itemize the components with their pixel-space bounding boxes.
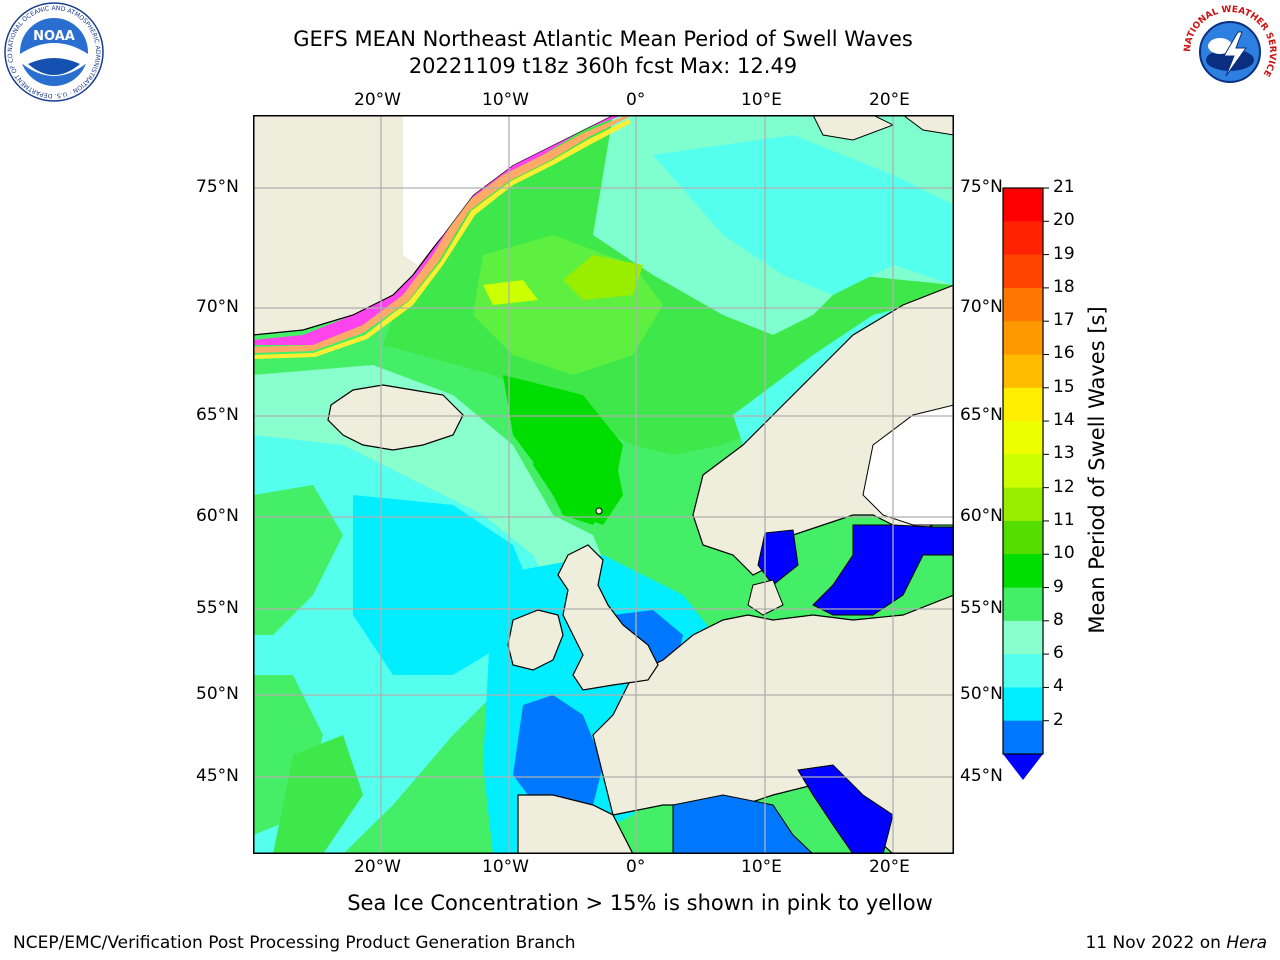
colorbar-segment <box>1003 354 1043 389</box>
colorbar-segment <box>1003 454 1043 489</box>
lon-label-top: 20°E <box>869 90 910 110</box>
colorbar-tick-label: 12 <box>1053 476 1075 497</box>
colorbar-segment <box>1003 720 1043 755</box>
colorbar-tick-label: 2 <box>1053 709 1064 730</box>
colorbar-tick-label: 14 <box>1053 410 1075 431</box>
lat-label-right: 70°N <box>960 297 1003 317</box>
colorbar-segment <box>1003 221 1043 256</box>
colorbar-tick-label: 13 <box>1053 443 1075 464</box>
lat-label-right: 60°N <box>960 506 1003 526</box>
nws-logo: NATIONAL WEATHER SERVICE <box>1182 4 1278 100</box>
lat-label-left: 75°N <box>196 177 239 197</box>
lon-label-top: 10°W <box>482 90 529 110</box>
lon-label-top: 10°E <box>741 90 782 110</box>
colorbar-tick-label: 10 <box>1053 543 1075 564</box>
colorbar-title: Mean Period of Swell Waves [s] <box>1085 306 1109 634</box>
lat-label-left: 60°N <box>196 506 239 526</box>
colorbar-segment <box>1003 654 1043 688</box>
colorbar-tick-label: 9 <box>1053 576 1064 597</box>
lon-label-bottom: 20°E <box>869 857 910 877</box>
graticule <box>253 115 954 854</box>
colorbar-tick-label: 21 <box>1053 177 1075 197</box>
lat-label-left: 65°N <box>196 405 239 425</box>
land-iceland <box>327 384 464 451</box>
lon-label-bottom: 20°W <box>354 857 401 877</box>
colorbar-segment <box>1003 554 1043 589</box>
lat-label-right: 55°N <box>960 598 1003 618</box>
sea-baltic <box>812 524 954 616</box>
colorbar-tick-label: 15 <box>1053 376 1075 397</box>
lat-label-right: 45°N <box>960 766 1003 786</box>
svg-text:NOAA: NOAA <box>33 29 75 44</box>
swell-period-map <box>253 115 954 854</box>
colorbar-segment <box>1003 520 1043 555</box>
lat-label-right: 75°N <box>960 177 1003 197</box>
lon-label-bottom: 0° <box>626 857 646 877</box>
colorbar <box>1002 187 1049 780</box>
map-title: GEFS MEAN Northeast Atlantic Mean Period… <box>293 27 913 51</box>
colorbar-segment <box>1003 254 1043 289</box>
lat-label-left: 55°N <box>196 598 239 618</box>
land-ireland <box>507 609 564 671</box>
noaa-logo: NATIONAL OCEANIC AND ATMOSPHERIC ADMINIS… <box>4 2 104 102</box>
lat-label-right: 50°N <box>960 684 1003 704</box>
colorbar-segment <box>1003 687 1043 722</box>
colorbar-segment <box>1003 387 1043 422</box>
lat-label-left: 45°N <box>196 766 239 786</box>
lat-label-left: 70°N <box>196 297 239 317</box>
colorbar-tick-label: 8 <box>1053 609 1064 630</box>
footer-credit: NCEP/EMC/Verification Post Processing Pr… <box>13 933 576 953</box>
colorbar-tick-label: 17 <box>1053 310 1075 331</box>
land-great-britain <box>557 544 659 691</box>
colorbar-segment <box>1003 587 1043 622</box>
lat-label-right: 65°N <box>960 405 1003 425</box>
colorbar-tick-label: 19 <box>1053 243 1075 264</box>
colorbar-segment <box>1003 487 1043 522</box>
lon-label-top: 0° <box>626 90 646 110</box>
colorbar-segment <box>1003 620 1043 655</box>
lon-label-top: 20°W <box>354 90 401 110</box>
colorbar-tick-label: 6 <box>1053 643 1064 664</box>
colorbar-segment <box>1003 287 1043 322</box>
colorbar-tick-label: 18 <box>1053 276 1075 297</box>
footer-date: 11 Nov 2022 on Hera <box>1085 933 1267 953</box>
colorbar-tick-label: 16 <box>1053 343 1075 364</box>
colorbar-tick-label: 20 <box>1053 210 1075 231</box>
colorbar-segment <box>1003 321 1043 355</box>
colorbar-segment <box>1003 421 1043 455</box>
sea-ice-caption: Sea Ice Concentration > 15% is shown in … <box>347 891 933 915</box>
colorbar-tick-label: 11 <box>1053 509 1075 530</box>
sea-mediterranean <box>672 794 814 854</box>
colorbar-tick-label: 4 <box>1053 676 1064 697</box>
land-iberia <box>517 794 634 854</box>
map-subtitle: 20221109 t18z 360h fcst Max: 12.49 <box>408 54 798 78</box>
colorbar-segment <box>1003 188 1043 222</box>
colorbar-under-triangle <box>1003 754 1043 780</box>
lon-label-bottom: 10°E <box>741 857 782 877</box>
lat-label-left: 50°N <box>196 684 239 704</box>
lon-label-bottom: 10°W <box>482 857 529 877</box>
